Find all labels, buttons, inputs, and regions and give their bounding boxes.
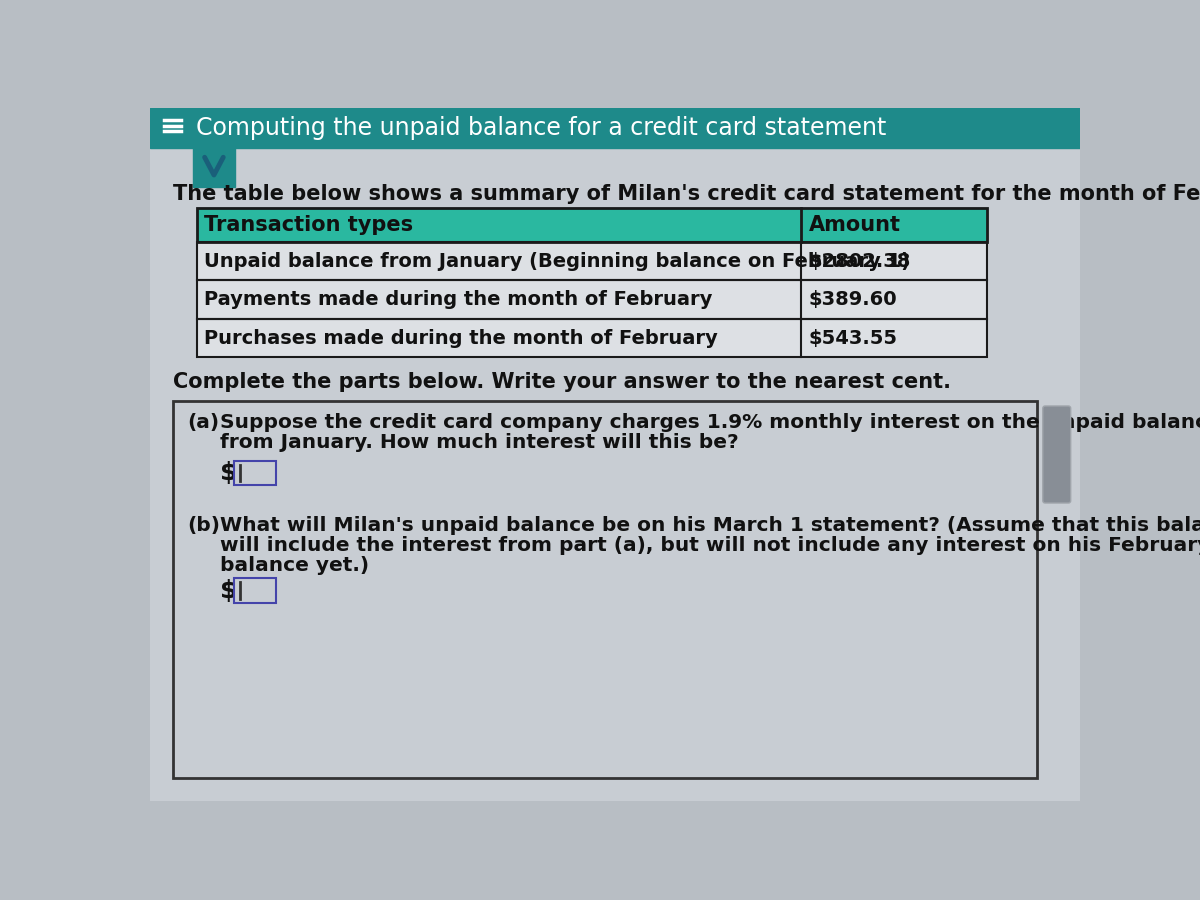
Text: (b): (b) (187, 516, 221, 535)
Text: Purchases made during the month of February: Purchases made during the month of Febru… (204, 328, 718, 347)
Text: Amount: Amount (809, 215, 901, 235)
Bar (173, 401, 1037, 778)
Text: Suppose the credit card company charges 1.9% monthly interest on the unpaid bala: Suppose the credit card company charges … (220, 413, 1200, 432)
Bar (197, 208, 986, 242)
Text: will include the interest from part (a), but will not include any interest on hi: will include the interest from part (a),… (220, 536, 1200, 555)
Text: What will Milan's unpaid balance be on his March 1 statement? (Assume that this : What will Milan's unpaid balance be on h… (220, 516, 1200, 535)
Text: $2802.38: $2802.38 (809, 252, 911, 271)
Bar (197, 319, 986, 357)
Bar (150, 108, 1080, 148)
FancyBboxPatch shape (1043, 406, 1070, 503)
Bar (197, 281, 986, 319)
Text: Complete the parts below. Write your answer to the nearest cent.: Complete the parts below. Write your ans… (173, 372, 952, 392)
Text: $: $ (220, 461, 238, 485)
Text: The table below shows a summary of Milan's credit card statement for the month o: The table below shows a summary of Milan… (173, 184, 1200, 204)
Text: Computing the unpaid balance for a credit card statement: Computing the unpaid balance for a credi… (197, 116, 887, 140)
Text: from January. How much interest will this be?: from January. How much interest will thi… (220, 434, 738, 453)
Bar (197, 319, 986, 357)
Text: (a): (a) (187, 413, 220, 432)
Text: $: $ (220, 579, 238, 603)
Text: balance yet.): balance yet.) (220, 556, 368, 575)
Bar (234, 579, 276, 603)
Text: Transaction types: Transaction types (204, 215, 413, 235)
Text: $543.55: $543.55 (809, 328, 898, 347)
Text: $389.60: $389.60 (809, 290, 898, 310)
Bar (197, 242, 986, 281)
Bar (197, 281, 986, 319)
Text: Payments made during the month of February: Payments made during the month of Februa… (204, 290, 713, 310)
Bar (197, 208, 986, 242)
Text: Unpaid balance from January (Beginning balance on February 1): Unpaid balance from January (Beginning b… (204, 252, 911, 271)
Bar (197, 242, 986, 281)
Bar (234, 461, 276, 485)
Bar (193, 148, 235, 186)
